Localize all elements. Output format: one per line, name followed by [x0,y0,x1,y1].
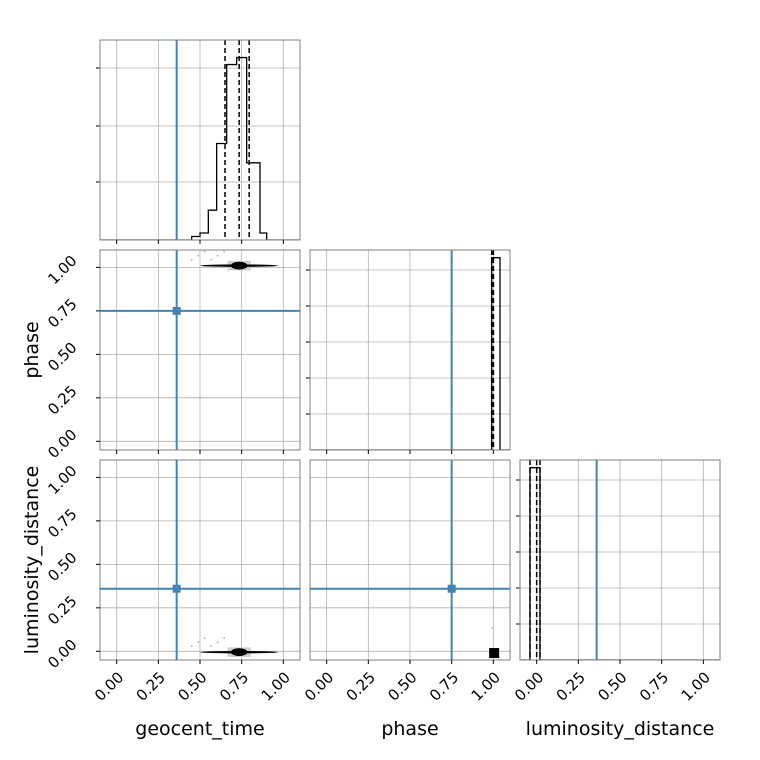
y-tick-label-luminosity_distance: 0.25 [44,592,80,628]
x-tick-label-geocent_time: 1.00 [258,668,294,704]
panel-content [100,250,300,450]
x-axis-label-phase: phase [381,718,438,740]
truth-marker [172,584,181,593]
x-tick-label-luminosity_distance: 0.75 [636,668,672,704]
y-tick-label-luminosity_distance: 0.75 [44,505,80,541]
density-sample [216,254,219,257]
density-core [230,261,248,270]
panel-geocent_time-vs-geocent_time [96,39,301,244]
density-sample [223,250,226,253]
x-tick-label-phase: 0.00 [301,668,337,704]
y-tick-label-phase: 0.25 [44,382,80,418]
y-tick-label-luminosity_distance: 1.00 [44,462,80,498]
y-axis-label-luminosity-distance: luminosity_distance [21,466,43,655]
y-axis-label-phase: phase [21,321,43,378]
x-tick-label-geocent_time: 0.25 [133,668,169,704]
histogram-geocent_time [100,56,300,240]
truth-marker [447,584,456,593]
panel-phase-vs-geocent_time [96,249,301,454]
y-tick-label-phase: 1.00 [44,252,80,288]
y-tick-label-phase: 0.00 [44,426,80,462]
density-sample [216,641,219,644]
histogram-phase [310,257,510,450]
x-axis-label-geocent-time: geocent_time [135,718,264,740]
density-sample [223,637,226,640]
x-tick-label-phase: 0.50 [384,668,420,704]
density-sample [210,258,213,261]
x-axis-label-luminosity-distance: luminosity_distance [526,718,715,740]
panel-luminosity_distance-vs-geocent_time [96,459,301,664]
y-tick-label-luminosity_distance: 0.50 [44,549,80,585]
panel-content [100,40,300,240]
x-tick-label-geocent_time: 0.50 [174,668,210,704]
x-tick-label-phase: 1.00 [468,668,504,704]
density-core [489,648,500,659]
y-tick-label-phase: 0.50 [44,339,80,375]
histogram-luminosity_distance [520,467,720,660]
panel-content [310,250,510,450]
density-sample [491,627,494,630]
x-tick-label-luminosity_distance: 1.00 [678,668,714,704]
density-sample [492,634,495,637]
panel-content [100,460,300,660]
density-sample [203,637,206,640]
panel-luminosity_distance-vs-luminosity_distance [516,459,721,664]
panel-phase-vs-phase [306,249,511,454]
x-tick-label-geocent_time: 0.00 [91,668,127,704]
density-sample [197,641,200,644]
x-tick-label-phase: 0.75 [426,668,462,704]
x-tick-label-luminosity_distance: 0.25 [553,668,589,704]
panel-luminosity_distance-vs-phase [309,459,511,664]
y-tick-label-phase: 0.75 [44,295,80,331]
y-tick-label-luminosity_distance: 0.00 [44,636,80,672]
x-tick-label-luminosity_distance: 0.00 [511,668,547,704]
density-sample [197,254,200,257]
x-tick-label-phase: 0.25 [343,668,379,704]
x-tick-label-luminosity_distance: 0.50 [594,668,630,704]
density-sample [203,250,206,253]
density-sample [190,258,193,261]
density-sample [190,645,193,648]
density-sample [210,645,213,648]
panel-content [310,460,510,660]
panel-content [520,460,720,660]
truth-marker [172,306,181,315]
x-tick-label-geocent_time: 0.75 [216,668,252,704]
density-core [230,648,248,657]
